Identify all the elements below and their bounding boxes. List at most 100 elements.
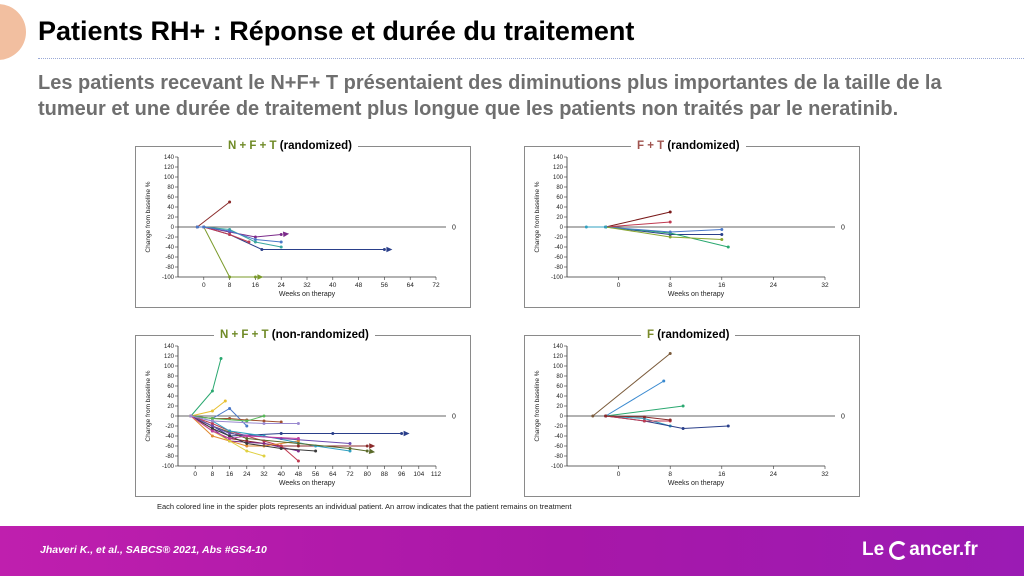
series-point bbox=[245, 424, 249, 428]
x-tick-label: 32 bbox=[821, 471, 829, 478]
y-tick-label: -60 bbox=[165, 255, 174, 261]
series-point bbox=[210, 434, 214, 438]
series-point bbox=[720, 233, 724, 236]
y-tick-label: 20 bbox=[556, 404, 563, 410]
series-point bbox=[210, 419, 214, 423]
series-point bbox=[195, 225, 199, 229]
x-tick-label: 16 bbox=[718, 471, 726, 478]
x-tick-label: 32 bbox=[821, 282, 829, 289]
series-point bbox=[262, 422, 266, 425]
x-tick-label: 48 bbox=[355, 282, 363, 289]
footer-bar: Jhaveri K., et al., SABCS® 2021, Abs #GS… bbox=[0, 526, 1024, 576]
x-tick-label: 96 bbox=[398, 471, 406, 478]
series-point bbox=[253, 235, 257, 239]
y-tick-label: 20 bbox=[167, 404, 174, 410]
series-point bbox=[262, 419, 266, 423]
series-point bbox=[681, 404, 685, 408]
series-point bbox=[642, 419, 646, 423]
series-point bbox=[668, 418, 672, 422]
chart-title: N + F + T (non-randomized) bbox=[214, 329, 375, 341]
series-point bbox=[296, 459, 300, 463]
title-divider bbox=[38, 58, 1024, 59]
y-tick-label: -60 bbox=[554, 444, 563, 450]
y-tick-label: 120 bbox=[553, 165, 564, 171]
series-point bbox=[662, 379, 666, 383]
y-tick-label: -40 bbox=[554, 245, 563, 251]
y-tick-label: 80 bbox=[167, 374, 174, 380]
series-point bbox=[400, 432, 404, 435]
x-tick-label: 48 bbox=[295, 471, 303, 478]
x-axis-label: Weeks on therapy bbox=[668, 480, 725, 487]
series-point bbox=[720, 228, 724, 231]
series-arrow bbox=[257, 274, 264, 280]
y-tick-label: 100 bbox=[164, 364, 175, 370]
y-tick-label: -100 bbox=[162, 275, 175, 281]
series-point bbox=[245, 434, 249, 438]
series-point bbox=[279, 444, 283, 448]
x-tick-label: 0 bbox=[193, 471, 197, 478]
chart-title-part: F bbox=[647, 329, 655, 341]
x-tick-label: 0 bbox=[617, 471, 621, 478]
series-point bbox=[228, 439, 232, 443]
series-point bbox=[262, 442, 266, 445]
y-tick-label: 140 bbox=[164, 344, 175, 350]
series-point bbox=[210, 409, 214, 413]
series-line bbox=[605, 221, 671, 228]
series-point bbox=[228, 200, 232, 204]
y-tick-label: -80 bbox=[554, 265, 563, 271]
y-tick-label: -40 bbox=[554, 434, 563, 440]
series-line bbox=[196, 201, 230, 228]
series-point bbox=[348, 449, 352, 453]
series-point bbox=[245, 419, 249, 423]
chart-svg: -100 -80 -60 -40 -20 0 20 40 60 80 100 120 140 0 8 16 24… bbox=[534, 344, 845, 487]
y-tick-label: -100 bbox=[551, 464, 564, 470]
series-point bbox=[348, 442, 352, 445]
chart-title: F + T (randomized) bbox=[631, 140, 746, 152]
logo-text-right: ancer.fr bbox=[909, 539, 978, 560]
y-tick-label: 80 bbox=[556, 185, 563, 191]
y-tick-label: 0 bbox=[560, 225, 564, 231]
series-arrow bbox=[368, 448, 376, 455]
citation: Jhaveri K., et al., SABCS® 2021, Abs #GS… bbox=[40, 544, 267, 556]
chart-title: F (randomized) bbox=[641, 329, 736, 341]
x-tick-label: 56 bbox=[312, 471, 320, 478]
series-point bbox=[279, 245, 283, 249]
series-point bbox=[219, 357, 223, 360]
series-point bbox=[210, 427, 214, 430]
series-point bbox=[223, 399, 227, 403]
y-tick-label: -100 bbox=[162, 464, 175, 470]
site-logo[interactable]: Le ancer.fr bbox=[862, 537, 978, 563]
y-tick-label: 0 bbox=[560, 414, 564, 420]
series-arrow bbox=[403, 430, 410, 437]
y-tick-label: 0 bbox=[171, 225, 175, 231]
series-point bbox=[253, 240, 257, 244]
series-point bbox=[210, 429, 214, 433]
series-point bbox=[668, 352, 672, 355]
chart-nft-non-randomized: N + F + T (non-randomized) -100 -80 -60 -40… bbox=[135, 329, 471, 497]
series-point bbox=[228, 434, 232, 438]
series-line bbox=[605, 211, 671, 228]
x-tick-label: 72 bbox=[346, 471, 354, 478]
series-point bbox=[210, 422, 214, 425]
y-axis-label: Change from baseline % bbox=[145, 181, 152, 252]
x-tick-label: 0 bbox=[202, 282, 206, 289]
y-tick-label: 140 bbox=[553, 155, 564, 161]
x-tick-label: 40 bbox=[329, 282, 337, 289]
series-line bbox=[592, 353, 671, 417]
chart-svg: -100 -80 -60 -40 -20 0 20 40 60 80 100 120 140 0 8 16 24… bbox=[534, 155, 845, 298]
series-point bbox=[591, 414, 595, 418]
series-point bbox=[228, 233, 232, 236]
chart-ft-randomized: F + T (randomized) -100 -80 -60 -40 -20 0 20 40… bbox=[524, 140, 860, 308]
series-point bbox=[228, 437, 232, 440]
x-tick-label: 64 bbox=[407, 282, 415, 289]
x-tick-label: 32 bbox=[303, 282, 311, 289]
chart-title: N + F + T (randomized) bbox=[222, 140, 358, 152]
y-tick-label: 40 bbox=[556, 205, 563, 211]
series-point bbox=[228, 275, 232, 279]
x-tick-label: 8 bbox=[668, 282, 672, 289]
x-axis-label: Weeks on therapy bbox=[668, 291, 725, 298]
y-tick-label: -20 bbox=[554, 424, 563, 430]
series-line bbox=[197, 226, 256, 278]
series-point bbox=[245, 444, 249, 448]
y-tick-label: 60 bbox=[556, 195, 563, 201]
